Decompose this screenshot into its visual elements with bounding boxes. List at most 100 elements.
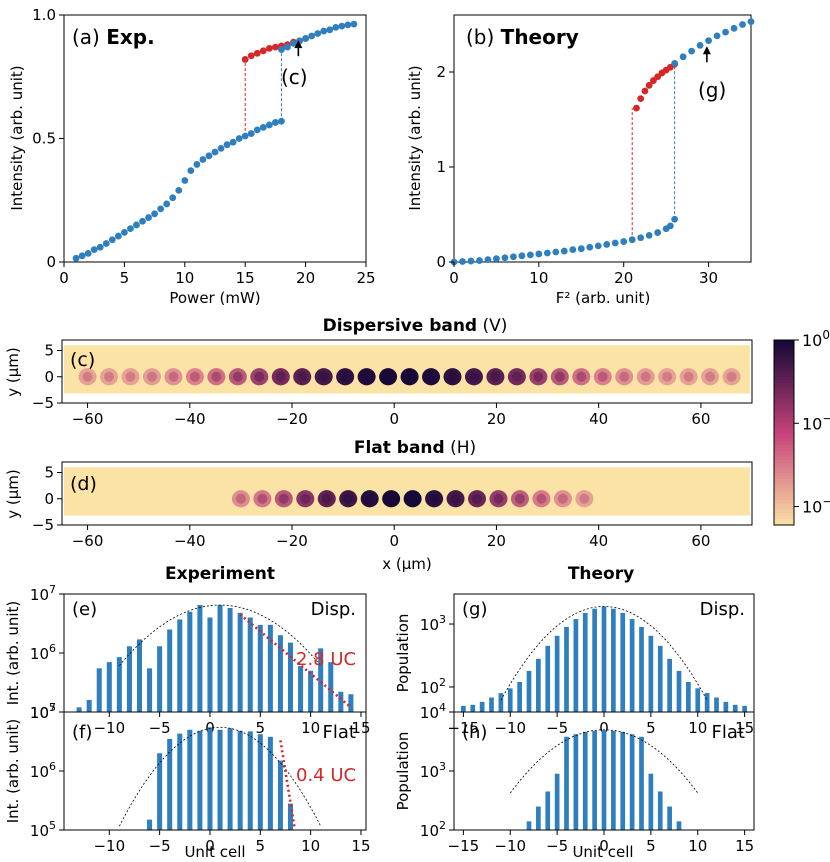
panel-g-bar [517,681,522,712]
panel-h-xtick-label: 10 [688,837,707,855]
panel-b-point [611,239,619,247]
panel-a: 0 5 10 15 20 25 0 0.5 1.0 (a) Exp. (c) Power (mW… [8,6,376,307]
colorbar-segment [774,349,794,353]
panel-c-spot-core [104,371,114,382]
panel-b-point [628,236,636,244]
panel-f-ylabel: Int. (arb. unit) [4,719,22,824]
panel-c-ytick-label: 0 [44,368,54,386]
panel-a-xtick-label: 0 [59,269,69,287]
panel-d-ytick-label: 5 [44,464,54,482]
panel-d-spot-core [450,493,461,504]
colorbar-segment [774,346,794,350]
panel-a-point [253,126,261,134]
panel-b-point [543,249,551,257]
panel-f-bar [157,753,163,830]
panel-h-bar [657,791,663,830]
panel-b-point [671,215,679,223]
panel-b-point [493,255,500,263]
colorbar-segment [774,383,794,387]
panel-h-label: (h) [462,722,487,743]
panel-c-spot-core [447,371,458,382]
panel-d-background-band [64,467,750,516]
colorbar: 100 10−1 10−2 [773,328,830,526]
colorbar-segment [774,438,794,443]
panel-c-spot-core [468,371,479,382]
colorbar-segment [774,410,794,415]
panel-a-point [320,27,328,35]
panel-c-title: Dispersive band (V) [323,316,508,336]
panel-d-spot-core [493,493,504,504]
panel-d-plot: −60 −40 −20 0 20 40 60 5 0 −5 [32,464,750,550]
panel-d-spot-core [536,493,547,504]
colorbar-segment [774,377,794,381]
panel-e-bar [207,617,213,712]
colorbar-segment [774,512,794,517]
panel-h-bar [611,730,616,830]
panel-f-frame [63,711,367,831]
panel-g-bar [554,635,560,712]
panel-a-point [223,141,231,149]
panel-d-ytick-label: −5 [32,516,54,534]
panel-e-legend: Disp. [311,599,356,620]
panel-a-point [265,44,273,52]
panel-e-bar [338,691,344,712]
panel-b-ytick-label: 0 [436,253,446,271]
colorbar-segment [774,389,794,394]
panel-c-xtick-label: −60 [72,410,104,428]
colorbar-segment [774,420,794,424]
panel-g-bar [686,681,691,712]
panel-g-bar [582,612,588,712]
panel-g-legend: Disp. [700,599,745,620]
panel-a-ytick-label: 0 [46,253,56,271]
panel-c-spot-core [511,371,522,382]
colorbar-segment [774,414,794,418]
panel-a-point [193,161,201,168]
panel-b-annotation: (g) [698,78,726,102]
panel-c-spot-core [361,371,372,382]
panel-c-spot-core [318,371,329,382]
panel-d-spot-core [343,493,354,504]
colorbar-segment [774,395,794,400]
panel-a-point [241,56,249,63]
panel-e-bar [217,605,223,712]
panel-a-annotation-arrowhead [294,40,303,49]
panel-c-spot [615,368,634,386]
panel-b-plot: 0 10 20 30 0 1 2 [436,18,755,287]
panel-g-xtick-label: 0 [599,719,609,737]
panel-a-frame [63,14,367,263]
panel-a-point [169,194,177,202]
panel-g-bar [526,670,532,712]
panel-g-ylabel: Population [394,614,412,693]
colorbar-segment [774,491,794,495]
panel-h-xtick-label: 15 [735,837,754,855]
panel-c-frame [61,339,753,404]
panel-e-decay-label: 2.8 UC [296,649,356,670]
panel-f-bar [197,730,203,830]
panel-h-bar [554,773,560,830]
panel-c-spot [679,368,698,386]
panel-c: Dispersive band (V) −60 −40 −20 0 20 40 60 5 0 −5… [4,316,753,428]
panel-d-spot-core [300,493,311,504]
panel-c-ytick-label: 5 [44,342,54,360]
panel-h-bar [648,773,654,830]
colorbar-segment [774,515,794,520]
panel-b-point [603,241,611,248]
panel-g-bar [648,635,654,712]
panel-c-spot [593,368,612,386]
panel-c-ylabel: y (μm) [4,347,22,397]
panel-e-bar [298,666,304,712]
panel-g-bar [564,626,569,712]
colorbar-segment [774,497,794,501]
panel-a-point [272,119,279,126]
colorbar-segment [774,340,794,344]
panel-b-point [594,242,602,250]
panel-e-bar [96,668,102,712]
panel-e-ylabel: Int. (arb. unit) [4,601,22,706]
panel-a-point [121,228,128,236]
panel-c-spot [100,368,119,386]
panel-g-ytick-label: 102 [420,676,446,697]
colorbar-segment [774,361,794,366]
